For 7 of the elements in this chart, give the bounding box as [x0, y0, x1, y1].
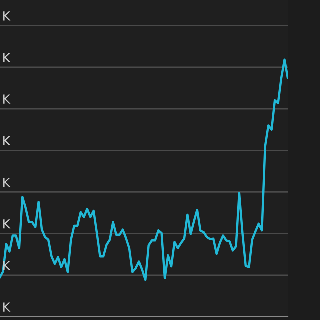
annotation: K	[4, 94, 11, 104]
annotation: K	[4, 302, 11, 312]
annotation: K	[4, 220, 11, 229]
annotation: K	[4, 53, 11, 62]
annotation: K	[4, 136, 11, 146]
text: K	[4, 12, 11, 21]
annotation: K	[4, 178, 11, 188]
